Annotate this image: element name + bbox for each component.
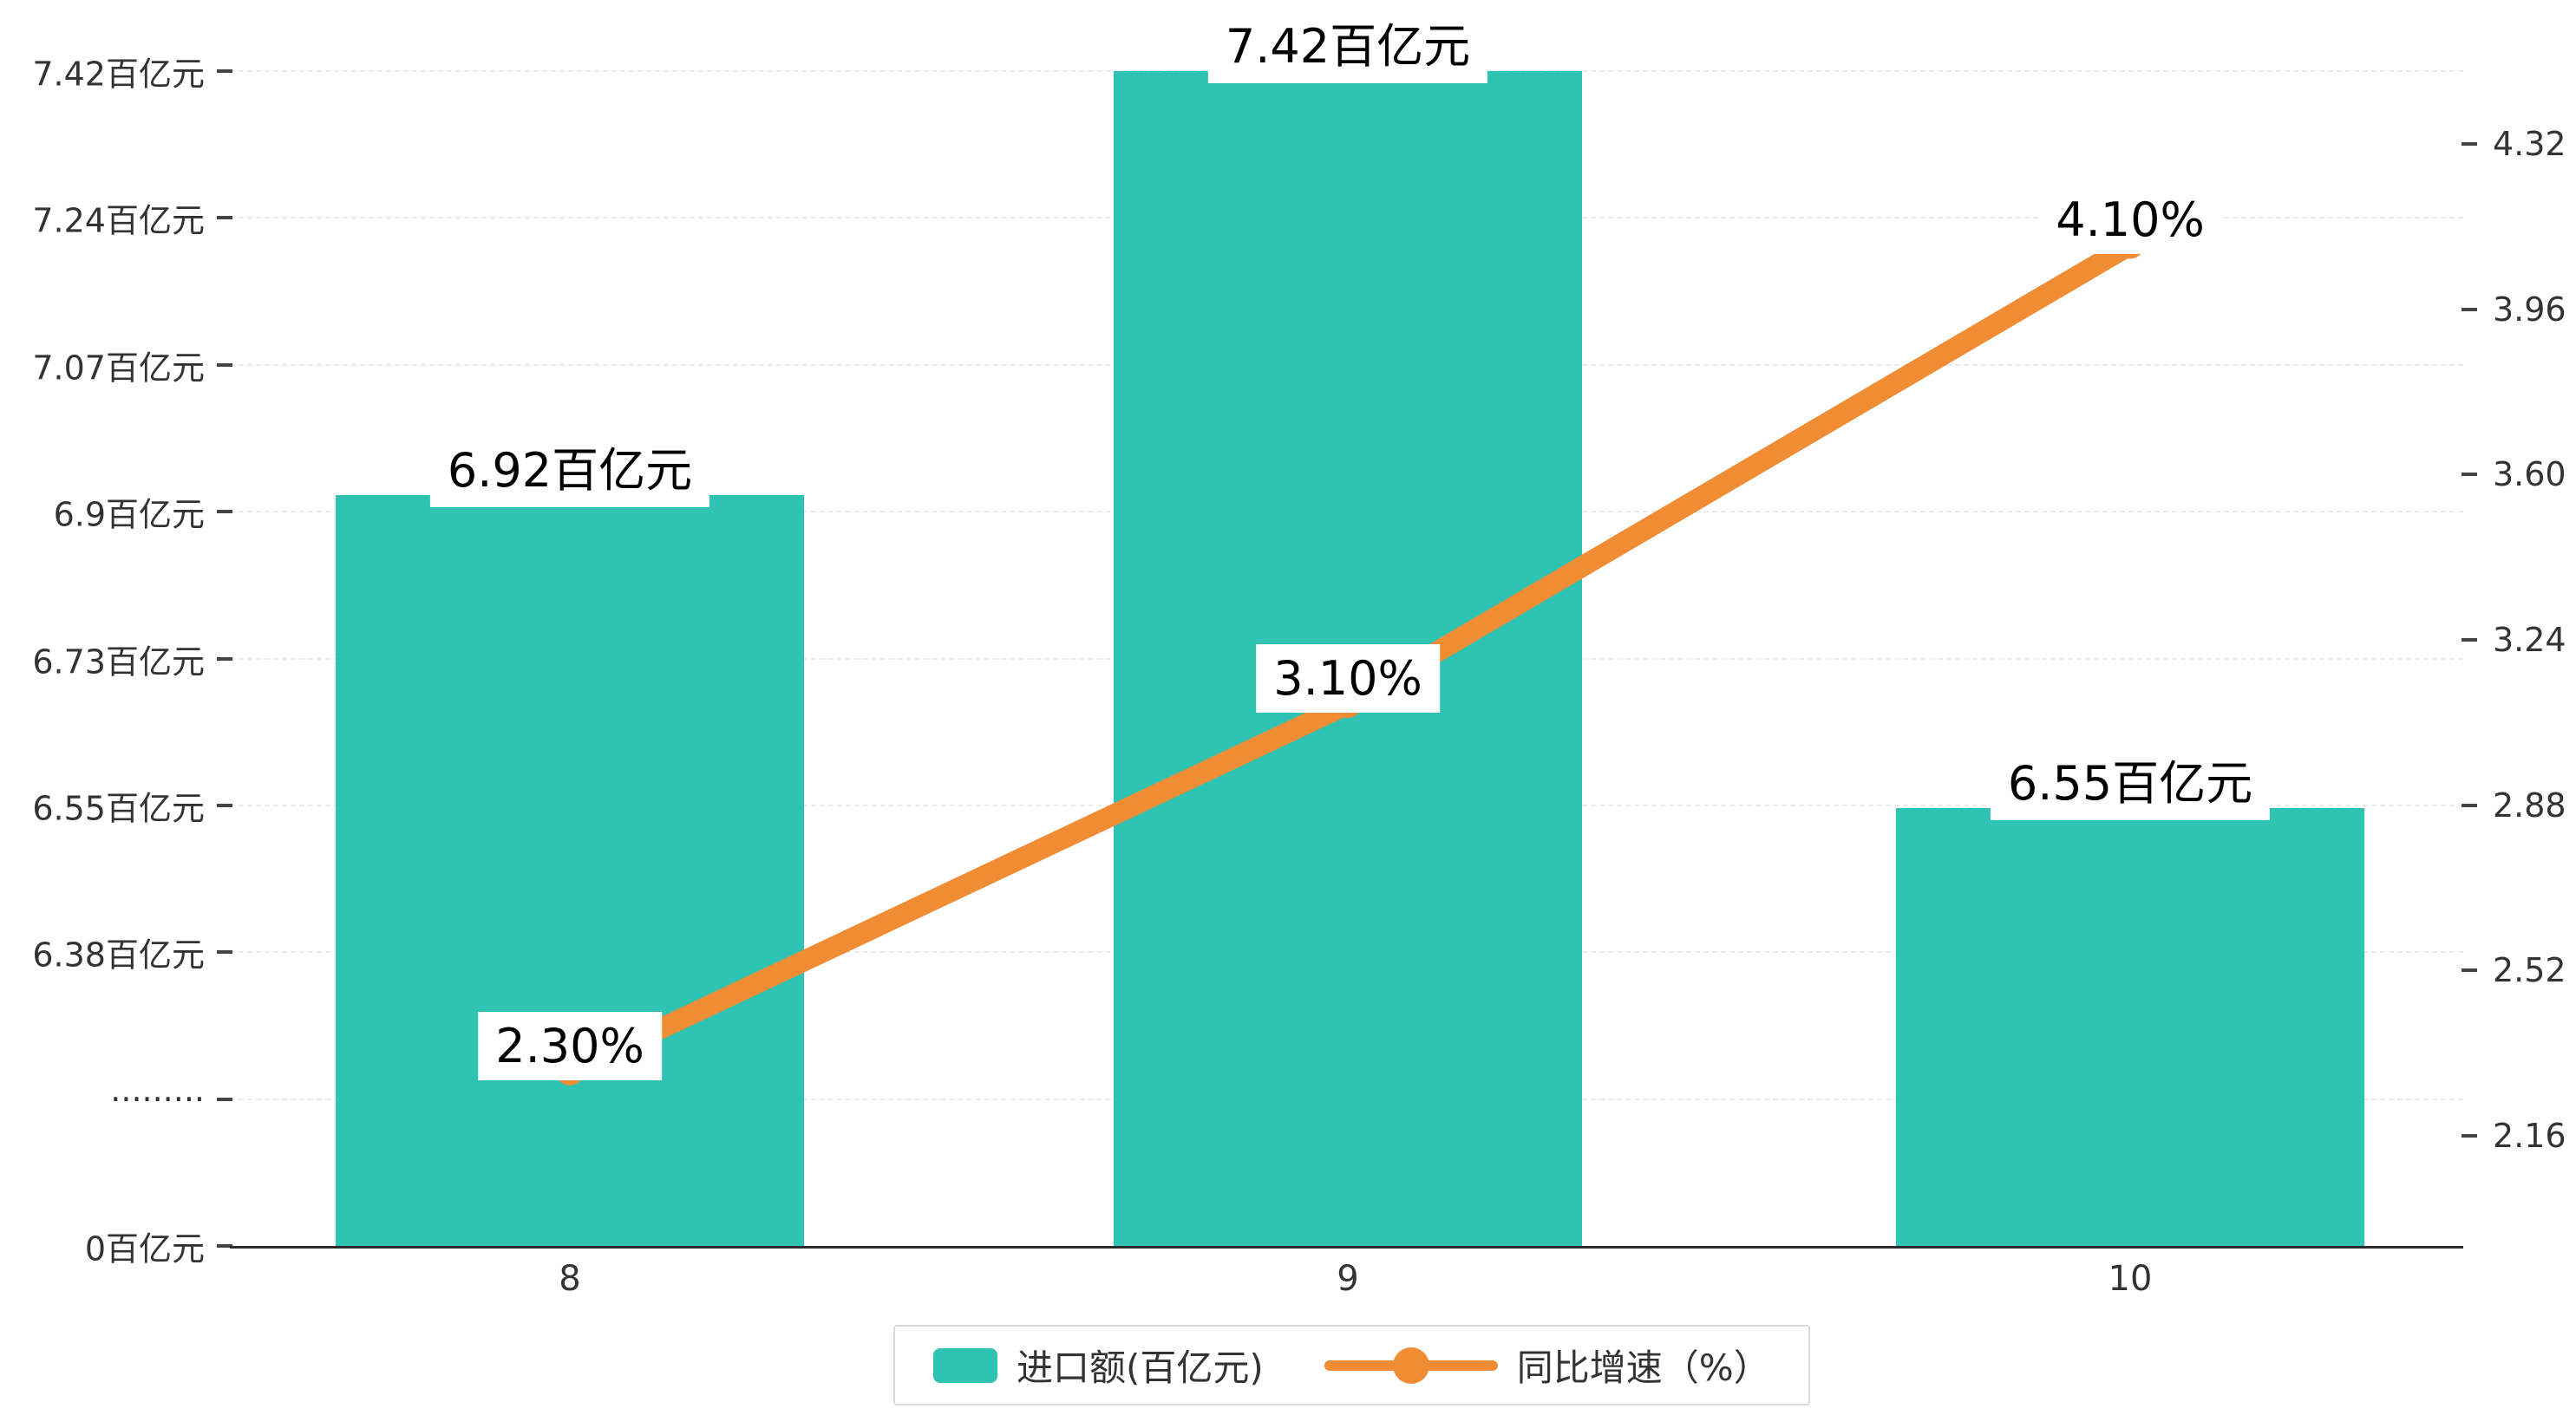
right-axis-tick-label: 2.16 <box>2493 1117 2566 1155</box>
legend-item-growth[interactable]: 同比增速（%） <box>1324 1339 1770 1392</box>
bar-value-label: 6.55百亿元 <box>1990 738 2271 821</box>
right-axis-tick-label: 2.52 <box>2493 951 2566 990</box>
line-value-label: 4.10% <box>2038 185 2222 254</box>
x-axis-line <box>230 1246 2463 1249</box>
right-axis-tick-label: 3.24 <box>2493 621 2566 659</box>
x-axis-tick-label: 10 <box>2108 1259 2153 1299</box>
right-axis-tick-label: 2.88 <box>2493 786 2566 825</box>
right-axis-tick <box>2462 968 2477 973</box>
line-marker-dot <box>1392 1347 1429 1384</box>
left-axis-tick-label: 6.73百亿元 <box>32 642 205 681</box>
left-axis-tick-label: 6.55百亿元 <box>32 789 205 828</box>
legend-label-imports: 进口额(百亿元) <box>1017 1347 1264 1389</box>
line-series-marker-icon <box>1324 1347 1498 1385</box>
left-axis-tick <box>217 656 232 661</box>
import-bar-month-10 <box>1896 808 2364 1246</box>
right-axis-tick <box>2462 1134 2477 1138</box>
legend: 进口额(百亿元) 同比增速（%） <box>893 1325 1810 1405</box>
right-axis-tick-label: 3.96 <box>2493 290 2566 329</box>
legend-item-imports[interactable]: 进口额(百亿元) <box>933 1339 1264 1392</box>
left-axis-tick <box>217 510 232 514</box>
left-axis-tick <box>217 362 232 367</box>
x-axis-tick-label: 9 <box>1337 1259 1359 1299</box>
left-axis-tick <box>217 803 232 807</box>
right-axis-tick <box>2462 803 2477 807</box>
left-axis-tick-label: 0百亿元 <box>84 1229 205 1268</box>
left-axis-tick-label: 7.24百亿元 <box>32 201 205 240</box>
left-axis-tick <box>217 1097 232 1101</box>
left-axis-tick-label: 7.07百亿元 <box>32 349 205 388</box>
left-axis-tick-label: ········· <box>110 1079 205 1118</box>
left-axis-tick <box>217 69 232 73</box>
bar-value-label: 6.92百亿元 <box>429 424 710 507</box>
left-axis-tick-label: 6.9百亿元 <box>53 495 205 534</box>
x-axis-tick-label: 8 <box>559 1259 581 1299</box>
left-axis-tick <box>217 1244 232 1248</box>
right-axis-tick-label: 4.32 <box>2493 125 2566 163</box>
right-axis-tick <box>2462 473 2477 477</box>
right-axis-tick <box>2462 307 2477 311</box>
left-axis-tick-label: 7.42百亿元 <box>32 55 205 94</box>
line-value-label: 3.10% <box>1256 644 1440 714</box>
legend-label-growth: 同比增速（%） <box>1516 1347 1770 1389</box>
right-axis-tick <box>2462 638 2477 642</box>
left-axis-tick <box>217 216 232 220</box>
line-value-label: 2.30% <box>478 1011 662 1080</box>
bar-series-swatch-icon <box>933 1347 997 1383</box>
right-axis-tick <box>2462 142 2477 146</box>
left-axis-tick-label: 6.38百亿元 <box>32 936 205 975</box>
left-axis-tick <box>217 950 232 955</box>
right-axis-tick-label: 3.60 <box>2493 455 2566 494</box>
bar-value-label: 7.42百亿元 <box>1207 1 1488 83</box>
import-bar-month-8 <box>336 494 804 1246</box>
